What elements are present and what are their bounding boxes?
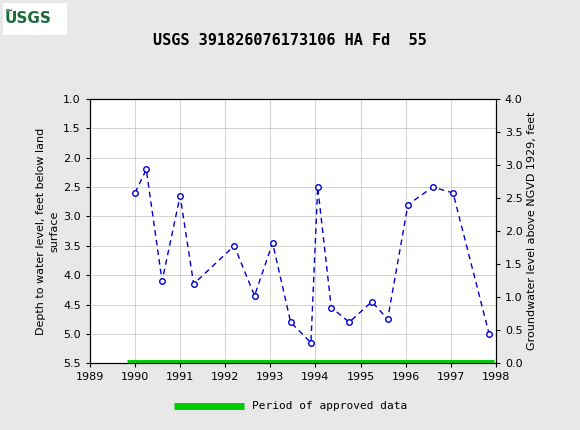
Text: Period of approved data: Period of approved data xyxy=(252,401,408,412)
Text: USGS 391826076173106 HA Fd  55: USGS 391826076173106 HA Fd 55 xyxy=(153,34,427,48)
Text: USGS: USGS xyxy=(5,12,52,26)
Text: ~: ~ xyxy=(5,6,13,15)
Y-axis label: Depth to water level, feet below land
surface: Depth to water level, feet below land su… xyxy=(36,128,59,335)
Bar xyxy=(3,3,67,35)
Y-axis label: Groundwater level above NGVD 1929, feet: Groundwater level above NGVD 1929, feet xyxy=(527,112,537,350)
